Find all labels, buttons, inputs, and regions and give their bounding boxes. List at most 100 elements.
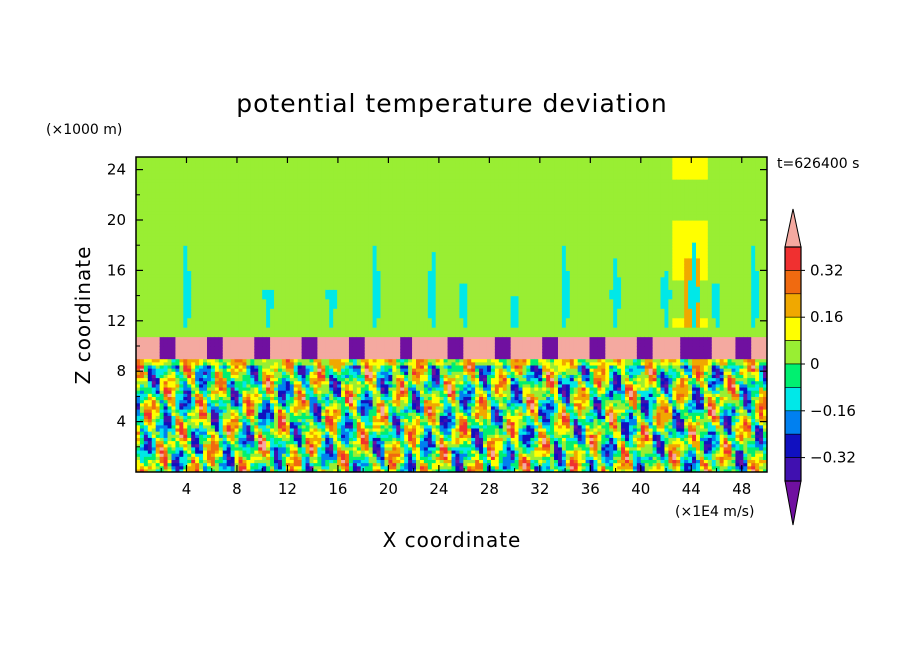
heatmap-cell [175,346,180,350]
heatmap-cell [179,383,184,388]
heatmap-cell [238,383,244,388]
heatmap-cell [246,270,251,275]
heatmap-cell [136,355,141,360]
heatmap-cell [187,355,192,360]
heatmap-cell [199,456,204,460]
heatmap-cell [226,238,232,243]
heatmap-cell [254,157,259,161]
heatmap-cell [163,440,169,445]
heatmap-cell [203,453,208,457]
heatmap-cell [206,207,212,212]
heatmap-cell [238,248,244,253]
heatmap-cell [250,368,255,372]
heatmap-cell [136,257,141,262]
heatmap-cell [246,390,251,394]
heatmap-cell [226,405,232,410]
heatmap-cell [206,194,212,199]
heatmap-cell [179,424,184,429]
heatmap-cell [159,251,165,256]
heatmap-cell [155,383,161,388]
heatmap-cell [242,270,248,275]
heatmap-cell [171,405,177,410]
heatmap-cell [155,257,161,262]
heatmap-cell [266,412,271,416]
heatmap-cell [167,399,173,404]
heatmap-cell [262,424,267,429]
heatmap-cell [254,465,259,470]
heatmap-cell [163,292,169,297]
heatmap-cell [163,434,169,438]
heatmap-cell [147,421,153,426]
heatmap-cell [199,465,204,470]
heatmap-cell [151,383,157,388]
heatmap-cell [242,273,248,278]
heatmap-cell [139,462,145,467]
heatmap-cell [230,270,236,275]
heatmap-cell [199,352,204,357]
heatmap-cell [191,270,196,275]
heatmap-cell [191,412,196,416]
heatmap-cell [203,305,208,309]
heatmap-cell [262,286,267,290]
heatmap-cell [163,415,169,420]
heatmap-cell [179,346,184,350]
heatmap-cell [203,358,208,363]
heatmap-cell [191,355,196,360]
heatmap-cell [210,327,216,331]
heatmap-cell [250,377,255,382]
heatmap-cell [199,204,204,208]
heatmap-cell [163,409,169,413]
heatmap-cell [210,427,216,432]
heatmap-cell [139,172,145,177]
heatmap-cell [250,440,255,445]
heatmap-cell [143,368,149,372]
heatmap-cell [242,311,248,316]
heatmap-cell [206,245,212,249]
heatmap-cell [159,238,165,243]
heatmap-cell [242,465,248,470]
heatmap-cell [226,453,232,457]
heatmap-cell [254,355,259,360]
heatmap-cell [226,226,232,231]
heatmap-cell [183,238,188,243]
heatmap-cell [191,251,196,256]
heatmap-cell [179,377,184,382]
heatmap-cell [163,264,169,268]
heatmap-cell [218,308,224,312]
heatmap-cell [175,157,180,161]
heatmap-cell [147,295,153,300]
heatmap-cell [179,361,184,366]
heatmap-cell [258,188,263,193]
heatmap-cell [234,163,240,168]
heatmap-cell [254,396,259,401]
heatmap-cell [171,188,177,193]
heatmap-cell [175,317,180,322]
heatmap-cell [199,163,204,168]
heatmap-cell [226,434,232,438]
heatmap-cell [199,286,204,290]
heatmap-cell [183,390,188,394]
heatmap-cell [218,415,224,420]
heatmap-cell [199,185,204,190]
heatmap-cell [147,160,153,164]
heatmap-cell [214,245,220,249]
heatmap-cell [206,424,212,429]
heatmap-cell [242,254,248,259]
heatmap-cell [151,431,157,435]
heatmap-cell [203,182,208,186]
heatmap-cell [230,386,236,391]
heatmap-cell [171,220,177,224]
heatmap-cell [171,396,177,401]
heatmap-cell [214,295,220,300]
heatmap-cell [167,286,173,290]
heatmap-cell [218,226,224,231]
heatmap-cell [136,194,141,199]
heatmap-cell [226,380,232,385]
heatmap-cell [238,371,244,375]
heatmap-cell [159,182,165,186]
heatmap-cell [206,443,212,448]
heatmap-cell [147,213,153,218]
heatmap-cell [206,197,212,202]
heatmap-cell [183,201,188,205]
heatmap-cell [143,421,149,426]
